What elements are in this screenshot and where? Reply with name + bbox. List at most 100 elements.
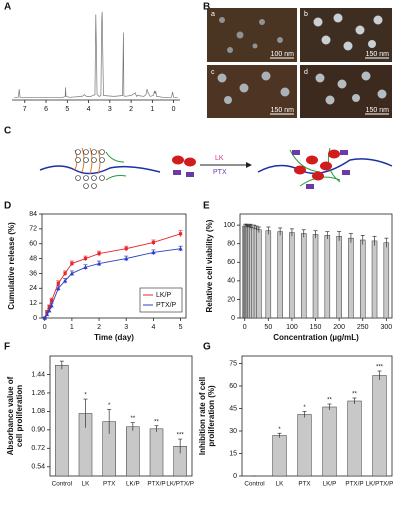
error-bar (352, 397, 357, 404)
y-tick-label: 72 (29, 226, 37, 233)
y-axis-label: Inhibition rate of cell (198, 377, 207, 455)
bar (347, 400, 362, 477)
error-bar (377, 370, 382, 380)
y-tick-label: 1.44 (31, 371, 45, 378)
bar (383, 242, 390, 319)
bar (277, 231, 283, 319)
error-bar (277, 432, 282, 438)
point (70, 261, 74, 266)
point (42, 315, 47, 320)
error-bar (289, 228, 294, 237)
x-tick-label: 6 (44, 106, 48, 113)
legend-label: LK/P (156, 292, 172, 299)
scale-label: 100 nm (271, 51, 295, 58)
point (63, 271, 67, 276)
y-axis-label: proliferation (%) (207, 385, 216, 447)
y-axis-label: Absorbance value of (6, 376, 15, 455)
error-bar (278, 227, 283, 236)
x-tick-label: 50 (264, 324, 272, 331)
panel-label: E (203, 201, 210, 212)
x-tick-label: PTX/P (345, 481, 363, 488)
point (178, 246, 183, 251)
x-tick-label: 0 (43, 324, 47, 331)
y-tick-label: 30 (229, 428, 237, 435)
micrograph-label: b (304, 11, 308, 18)
significance-label: *** (376, 365, 384, 371)
x-tick-label: LK (276, 481, 285, 488)
bar (126, 426, 140, 477)
x-tick-label: 200 (333, 324, 345, 331)
x-tick-label: 0 (172, 106, 176, 113)
scale-label: 150 nm (271, 107, 295, 114)
point (44, 312, 50, 317)
micrograph: d 150 nm (300, 65, 392, 118)
y-tick-label: 48 (29, 255, 37, 262)
bar (289, 232, 295, 319)
y-tick-label: 84 (29, 211, 37, 218)
y-tick-label: 1.26 (31, 390, 45, 397)
error-bar (130, 422, 135, 431)
x-tick-label: LK/PTX/P (366, 481, 394, 488)
y-tick-label: 12 (29, 300, 37, 307)
error-bar (348, 233, 353, 243)
error-bar (372, 235, 377, 246)
x-axis-label: Time (day) (94, 333, 134, 342)
point (69, 271, 75, 276)
x-tick-label: 1 (150, 106, 154, 113)
x-tick-label: LK/PTX/P (166, 481, 194, 488)
point (62, 278, 68, 283)
x-tick-label: PTX/P (147, 481, 165, 488)
error-bar (154, 425, 159, 432)
error-bar (325, 231, 330, 240)
x-tick-label: PTX (103, 481, 116, 488)
panel-label: C (4, 126, 11, 137)
x-tick-label: 5 (179, 324, 183, 331)
x-tick-label: Control (244, 481, 264, 488)
bar (300, 233, 307, 319)
y-tick-label: 60 (29, 241, 37, 248)
x-tick-label: 150 (310, 324, 322, 331)
error-bar (266, 226, 271, 235)
y-tick-label: 60 (227, 259, 235, 266)
x-tick-label: LK/P (126, 481, 140, 488)
x-axis-label: Concentration (µg/mL) (273, 333, 359, 342)
bar (297, 414, 312, 477)
panel-label: G (203, 342, 211, 353)
micrograph: b 150 nm (300, 8, 392, 62)
bar (372, 375, 387, 477)
point (47, 305, 51, 309)
micrograph-label: d (304, 69, 308, 76)
y-tick-label: 15 (229, 450, 237, 457)
point (151, 240, 155, 245)
x-tick-label: LK (82, 481, 91, 488)
y-tick-label: 0 (233, 473, 237, 480)
plot-frame (49, 355, 193, 477)
x-tick-label: Control (52, 481, 72, 488)
error-bar (360, 235, 365, 245)
significance-label: ** (327, 398, 332, 404)
error-bar (384, 237, 389, 248)
significance-label: * (84, 393, 87, 399)
scale-label: 150 nm (366, 107, 390, 114)
x-tick-label: 4 (87, 106, 91, 113)
bar (149, 428, 164, 477)
point (124, 256, 129, 261)
error-bar (337, 231, 342, 241)
y-tick-label: 0.72 (31, 445, 45, 452)
error-bar (83, 398, 88, 428)
micrograph: a 100 nm (207, 8, 297, 62)
y-tick-label: 0 (231, 315, 235, 322)
error-bar (59, 360, 64, 370)
significance-label: *** (177, 433, 185, 439)
drug-label: LK (215, 155, 224, 162)
point (47, 308, 52, 313)
micrograph-label: c (211, 69, 215, 76)
error-bar (107, 408, 112, 434)
y-tick-label: 0.54 (31, 464, 45, 471)
point (49, 303, 54, 308)
y-tick-label: 0 (33, 315, 37, 322)
y-tick-label: 20 (227, 296, 235, 303)
bar (265, 230, 272, 319)
error-bar (178, 438, 183, 454)
